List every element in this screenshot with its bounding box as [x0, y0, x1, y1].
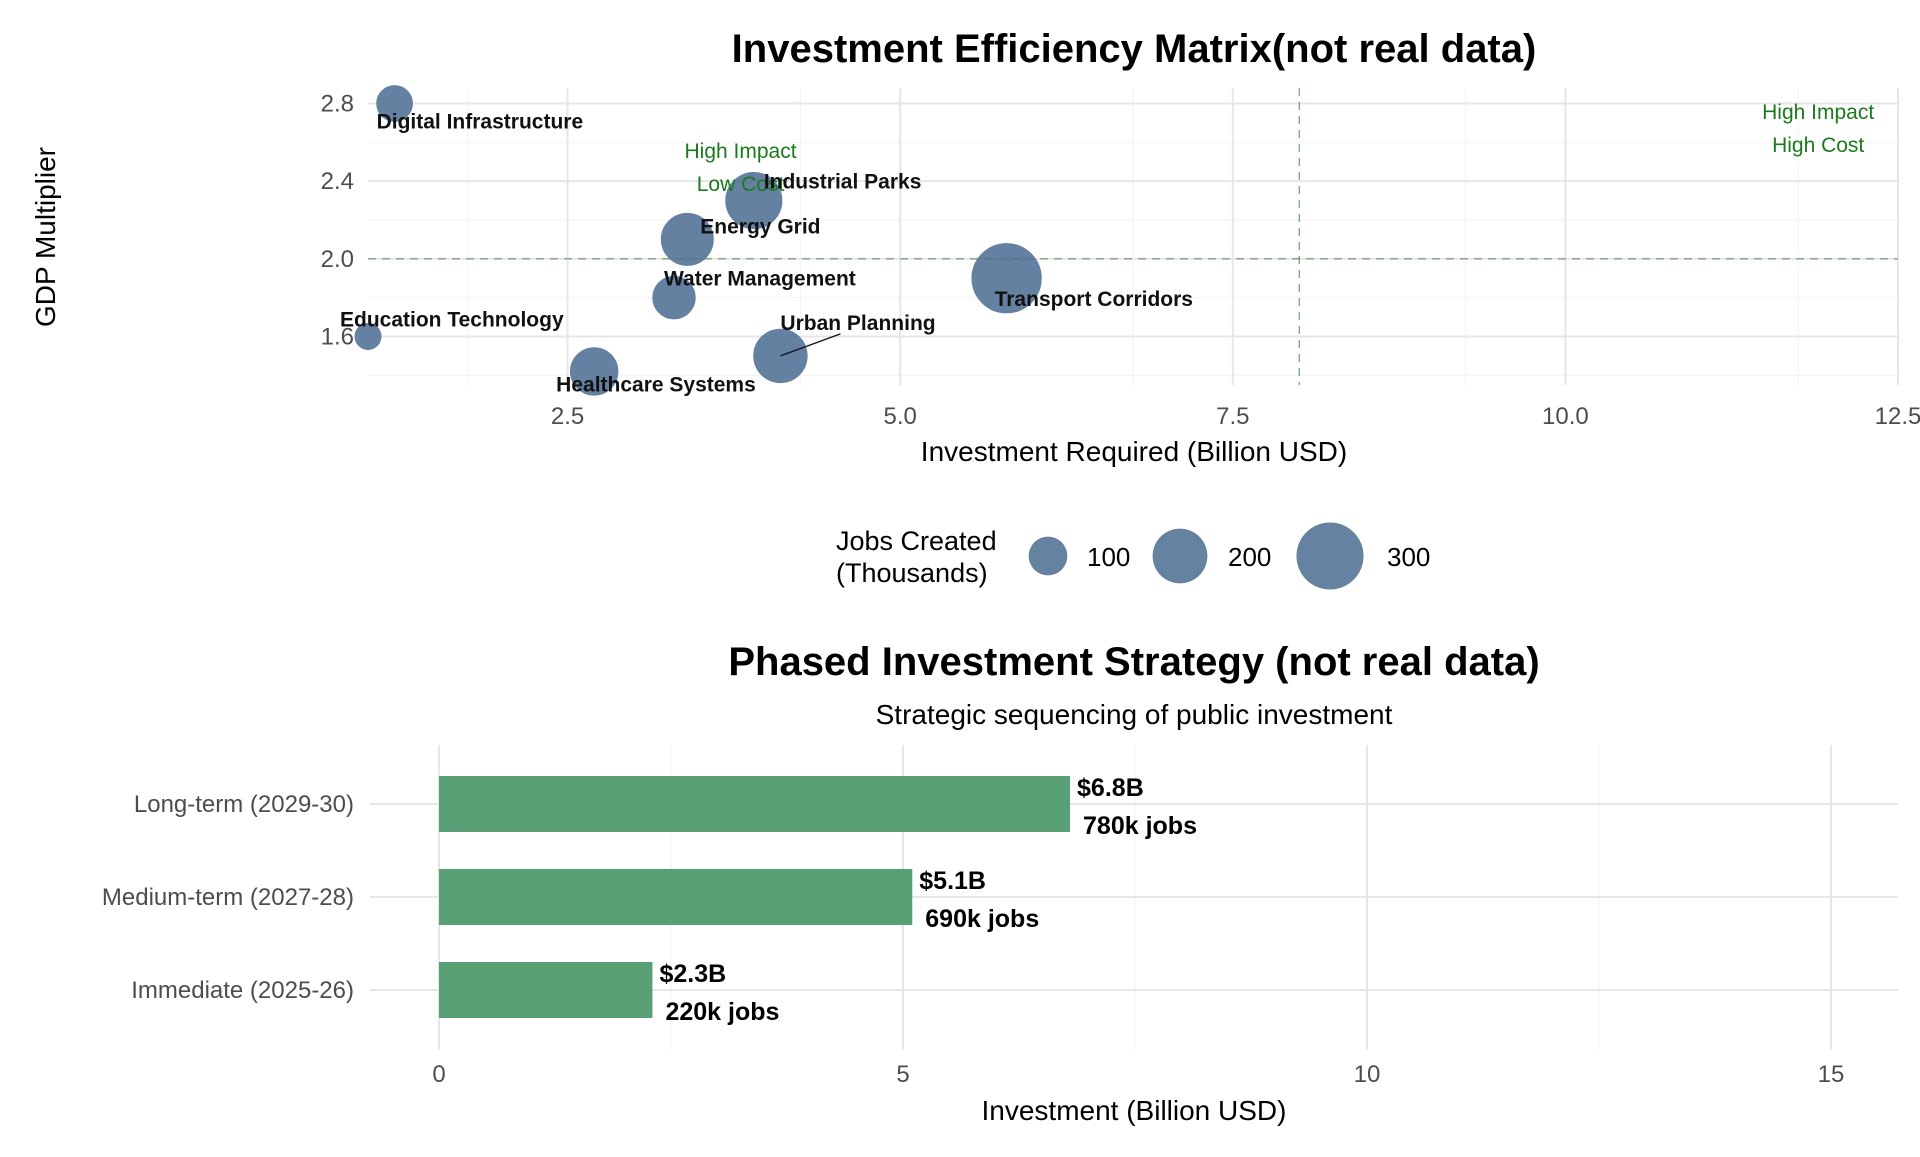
legend-label: 300 — [1387, 542, 1430, 572]
label-connector — [780, 333, 841, 357]
bar-jobs-label: 780k jobs — [1083, 812, 1197, 840]
legend-label: 200 — [1228, 542, 1271, 572]
y-tick-label: 2.8 — [321, 91, 354, 118]
point-label: Urban Planning — [780, 312, 935, 335]
chart-subtitle: Strategic sequencing of public investmen… — [876, 699, 1393, 730]
quadrant-label: Low Cost — [697, 173, 785, 196]
x-tick-label: 15 — [1818, 1061, 1845, 1088]
x-axis-label: Investment (Billion USD) — [982, 1095, 1287, 1126]
quadrant-label: High Cost — [1772, 134, 1864, 157]
chart-title: Investment Efficiency Matrix(not real da… — [732, 27, 1537, 71]
x-tick-label: 10 — [1354, 1061, 1381, 1088]
point-label: Education Technology — [340, 308, 564, 331]
y-tick-label: 2.0 — [321, 246, 354, 273]
bubble-point — [660, 212, 714, 266]
legend-bubble — [1152, 528, 1208, 584]
x-axis-label: Investment Required (Billion USD) — [921, 436, 1347, 467]
bar-value-label: $2.3B — [659, 960, 726, 988]
legend-bubble — [1028, 536, 1068, 576]
bar — [439, 962, 653, 1018]
bar-jobs-label: 220k jobs — [665, 998, 779, 1026]
x-tick-label: 5 — [896, 1061, 909, 1088]
x-tick-label: 2.5 — [551, 403, 584, 430]
bar-jobs-label: 690k jobs — [925, 905, 1039, 933]
bubble-point — [971, 243, 1042, 314]
point-label: Healthcare Systems — [556, 373, 756, 396]
bubble-point — [354, 322, 382, 350]
bar — [439, 869, 913, 925]
bubble-point — [652, 275, 696, 320]
bar — [439, 776, 1071, 832]
quadrant-label: High Impact — [684, 140, 796, 163]
legend-title: (Thousands) — [836, 558, 988, 588]
y-tick-label: Medium-term (2027-28) — [102, 884, 354, 911]
x-tick-label: 7.5 — [1216, 403, 1249, 430]
legend-label: 100 — [1087, 542, 1130, 572]
point-label: Water Management — [664, 268, 856, 291]
y-tick-label: Immediate (2025-26) — [131, 977, 354, 1004]
bubble-point — [569, 347, 619, 396]
x-tick-label: 10.0 — [1542, 403, 1589, 430]
x-tick-label: 5.0 — [883, 403, 916, 430]
bubble-point — [753, 328, 808, 384]
legend-bubble — [1296, 522, 1364, 590]
bar-value-label: $5.1B — [919, 867, 986, 895]
chart-title: Phased Investment Strategy (not real dat… — [728, 640, 1539, 684]
point-label: Transport Corridors — [995, 288, 1193, 311]
bubble-point — [376, 85, 413, 122]
x-tick-label: 0 — [432, 1061, 445, 1088]
y-tick-label: Long-term (2029-30) — [134, 791, 354, 818]
bubble-point — [725, 172, 783, 230]
x-tick-label: 12.5 — [1875, 403, 1920, 430]
quadrant-label: High Impact — [1762, 101, 1874, 124]
point-label: Energy Grid — [700, 215, 820, 238]
bar-value-label: $6.8B — [1077, 774, 1144, 802]
y-axis-label: GDP Multiplier — [30, 147, 61, 327]
point-label: Digital Infrastructure — [377, 111, 584, 134]
y-tick-label: 1.6 — [321, 323, 354, 350]
point-label: Industrial Parks — [764, 171, 922, 194]
legend-title: Jobs Created — [836, 526, 997, 556]
y-tick-label: 2.4 — [321, 168, 354, 195]
